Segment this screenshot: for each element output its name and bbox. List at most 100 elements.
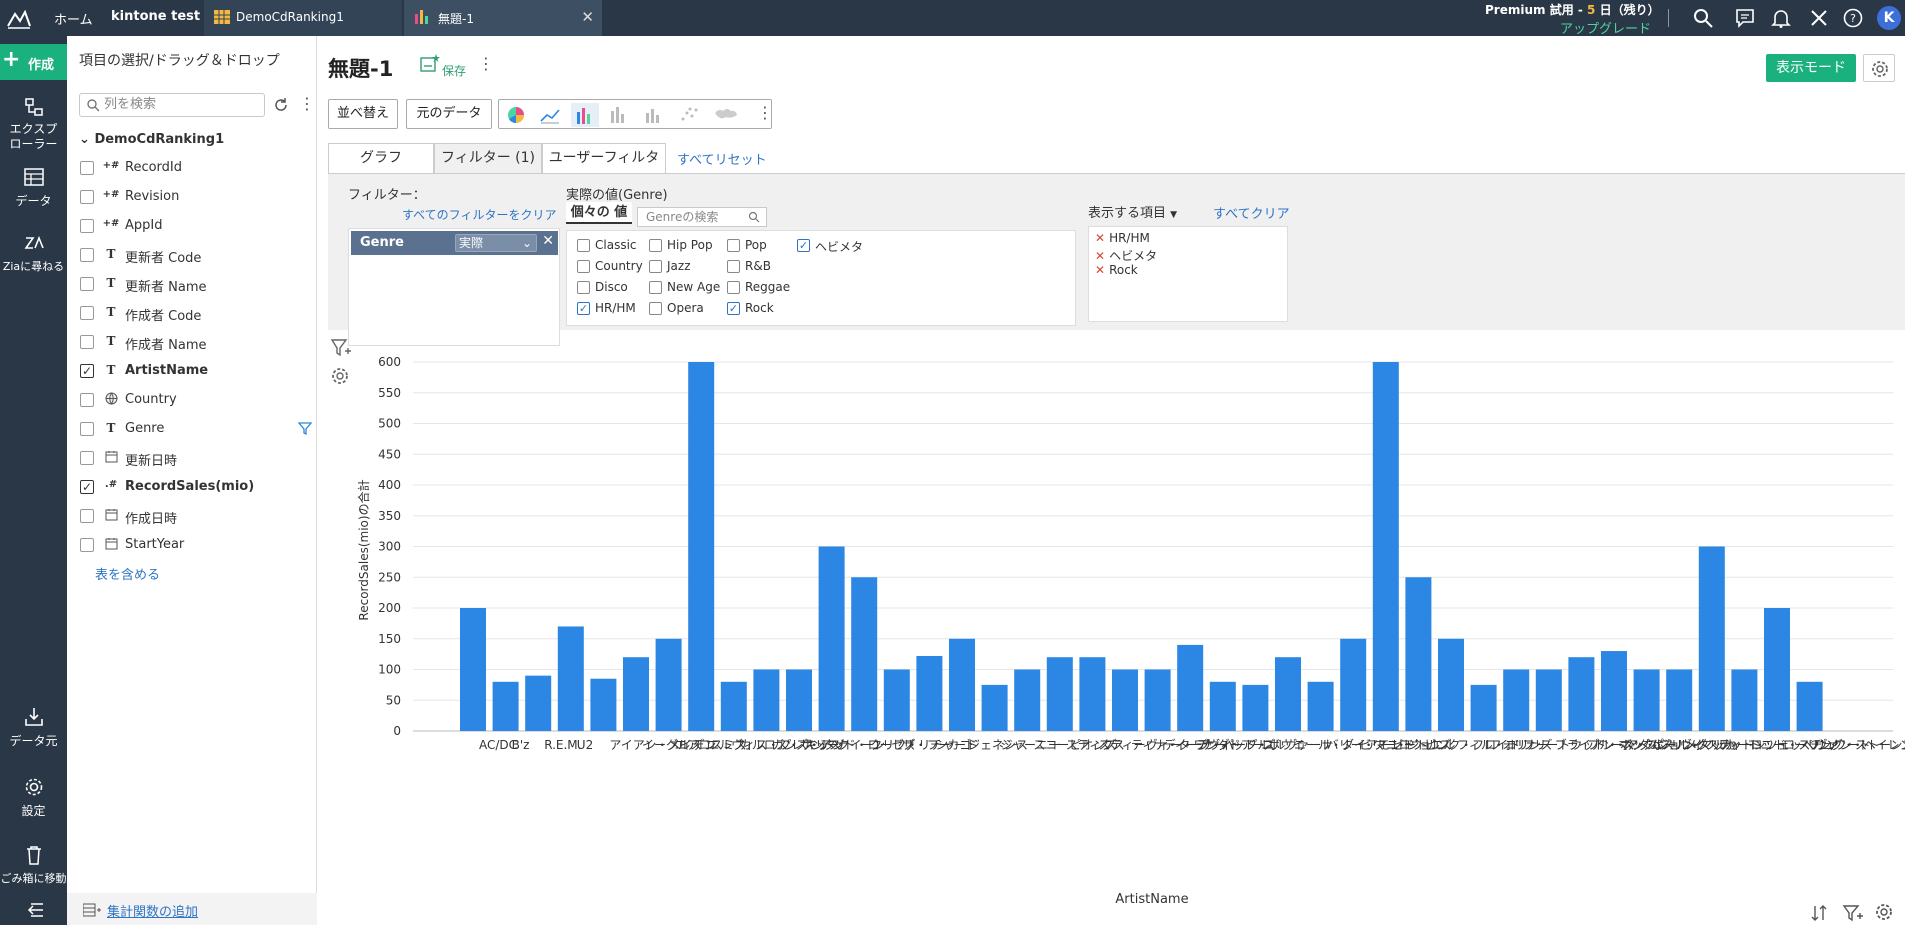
- tab-filter[interactable]: フィルター (1): [434, 143, 542, 173]
- bar[interactable]: [1177, 644, 1204, 731]
- bar[interactable]: [623, 657, 649, 731]
- genre-value-checkbox[interactable]: [727, 281, 740, 294]
- include-tables-link[interactable]: 表を含める: [95, 568, 161, 583]
- more-vertical-icon[interactable]: ⋮: [299, 94, 315, 113]
- nav-ask-zia[interactable]: Ziaに尋ねる: [0, 232, 67, 274]
- tools-icon[interactable]: [1808, 7, 1830, 29]
- remove-icon[interactable]: ✕: [1095, 249, 1106, 263]
- bar[interactable]: [525, 675, 552, 731]
- genre-value-checkbox[interactable]: ✓: [727, 302, 740, 315]
- raw-data-button[interactable]: 元のデータ: [406, 99, 492, 129]
- bar[interactable]: [851, 577, 878, 731]
- genre-value-checkbox[interactable]: [577, 239, 590, 252]
- gear-icon[interactable]: [1874, 902, 1894, 922]
- remove-icon[interactable]: ✕: [1095, 231, 1106, 245]
- home-link[interactable]: ホーム: [54, 13, 93, 28]
- bar[interactable]: [557, 626, 584, 731]
- pie-chart-icon[interactable]: [505, 105, 527, 125]
- map-chart-icon[interactable]: [713, 105, 739, 125]
- report-settings-button[interactable]: [1863, 54, 1895, 82]
- clear-all-filters-link[interactable]: すべてのフィルターをクリア: [402, 208, 557, 222]
- field-checkbox[interactable]: [80, 277, 94, 291]
- filter-chip-genre[interactable]: Genre 実際 ⌄ ✕: [351, 231, 558, 255]
- chat-icon[interactable]: [1734, 7, 1756, 29]
- bar[interactable]: [1503, 669, 1530, 732]
- clear-all-link[interactable]: すべてクリア: [1213, 207, 1290, 222]
- sort-icon[interactable]: [1810, 904, 1830, 922]
- bell-icon[interactable]: [1770, 7, 1792, 29]
- field-checkbox[interactable]: [80, 538, 94, 552]
- bar[interactable]: [1079, 657, 1106, 731]
- scatter-chart-icon[interactable]: [679, 105, 701, 125]
- genre-value-checkbox[interactable]: ✓: [577, 302, 590, 315]
- field-checkbox[interactable]: [80, 248, 94, 262]
- add-aggregate-link[interactable]: 集計関数の追加: [107, 905, 199, 920]
- bar[interactable]: [1405, 577, 1432, 731]
- bar[interactable]: [655, 638, 682, 731]
- more-chart-types-icon[interactable]: ⋮: [757, 103, 773, 122]
- nav-trash[interactable]: ごみ箱に移動: [0, 844, 67, 886]
- avatar[interactable]: K: [1877, 6, 1901, 30]
- bar[interactable]: [1046, 657, 1073, 731]
- bar[interactable]: [460, 608, 486, 731]
- tab-democdranking1[interactable]: DemoCdRanking1: [204, 0, 402, 36]
- bar[interactable]: [492, 681, 519, 731]
- nav-data-source[interactable]: データ元: [0, 706, 67, 749]
- bar[interactable]: [1568, 657, 1595, 731]
- filter-applied-icon[interactable]: [297, 422, 313, 439]
- datasource-tree-header[interactable]: ⌄ DemoCdRanking1: [79, 132, 224, 147]
- add-filter-icon[interactable]: [330, 338, 352, 358]
- bar[interactable]: [916, 655, 943, 731]
- field-checkbox[interactable]: [80, 451, 94, 465]
- bar[interactable]: [1112, 669, 1138, 732]
- reset-all-link[interactable]: すべてリセット: [677, 153, 767, 168]
- report-title[interactable]: 無題-1: [328, 57, 394, 81]
- field-checkbox[interactable]: [80, 306, 94, 320]
- bar[interactable]: [1535, 669, 1562, 732]
- bar[interactable]: [1796, 681, 1823, 731]
- bar[interactable]: [1275, 657, 1301, 731]
- bar[interactable]: [1438, 638, 1464, 731]
- bar[interactable]: [883, 669, 910, 732]
- bar[interactable]: [1633, 669, 1660, 732]
- bar[interactable]: [1764, 608, 1790, 731]
- bar[interactable]: [1242, 684, 1269, 731]
- genre-value-checkbox[interactable]: [577, 281, 590, 294]
- sort-button[interactable]: 並べ替え: [328, 99, 398, 129]
- genre-search-input[interactable]: Genreの検索: [637, 207, 767, 227]
- field-checkbox[interactable]: [80, 422, 94, 436]
- close-icon[interactable]: ✕: [542, 233, 554, 249]
- bar[interactable]: [1144, 669, 1171, 732]
- genre-value-checkbox[interactable]: [727, 239, 740, 252]
- gear-icon[interactable]: [330, 366, 350, 386]
- area-chart-icon[interactable]: [644, 105, 664, 125]
- stacked-bar-icon[interactable]: [609, 105, 629, 125]
- bar[interactable]: [720, 681, 747, 731]
- bar[interactable]: [786, 669, 812, 732]
- field-checkbox[interactable]: [80, 190, 94, 204]
- bar[interactable]: [949, 638, 975, 731]
- search-icon[interactable]: [1692, 7, 1714, 29]
- field-checkbox[interactable]: [80, 335, 94, 349]
- tab-graph[interactable]: グラフ: [328, 143, 434, 173]
- bar[interactable]: [1209, 681, 1236, 731]
- bar[interactable]: [688, 362, 715, 731]
- more-vertical-icon[interactable]: ⋮: [478, 54, 494, 73]
- field-checkbox[interactable]: ✓: [80, 480, 94, 494]
- bar[interactable]: [753, 669, 780, 732]
- show-items-dropdown[interactable]: 表示する項目 ▼: [1088, 202, 1177, 221]
- field-checkbox[interactable]: ✓: [80, 364, 94, 378]
- bar[interactable]: [1698, 546, 1725, 732]
- field-checkbox[interactable]: [80, 219, 94, 233]
- genre-value-checkbox[interactable]: [649, 281, 662, 294]
- tab-individual-values[interactable]: 個々の 値: [566, 202, 632, 224]
- genre-value-checkbox[interactable]: [577, 260, 590, 273]
- genre-value-checkbox[interactable]: [649, 302, 662, 315]
- nav-explorer[interactable]: エクスプローラー: [0, 96, 67, 152]
- bar[interactable]: [1601, 651, 1627, 731]
- nav-settings[interactable]: 設定: [0, 776, 67, 819]
- bar[interactable]: [1014, 669, 1041, 732]
- genre-value-checkbox[interactable]: ✓: [797, 239, 810, 252]
- filter-mode-select[interactable]: 実際 ⌄: [455, 234, 537, 252]
- bar[interactable]: [1307, 681, 1334, 731]
